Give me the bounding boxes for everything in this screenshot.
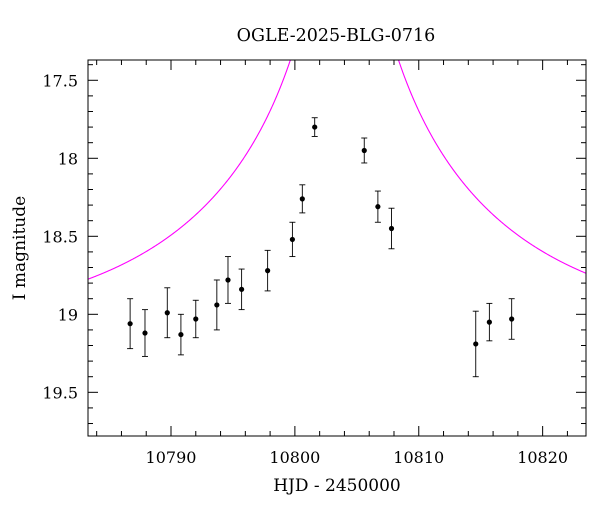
data-point	[299, 184, 306, 214]
data-point	[224, 256, 231, 304]
x-axis-label: HJD - 2450000	[273, 476, 401, 496]
point-marker	[375, 204, 381, 210]
point-marker	[265, 268, 271, 274]
x-tick-label: 10790	[146, 448, 197, 467]
point-marker	[142, 330, 148, 336]
model-curve-layer	[88, 60, 586, 280]
point-marker	[164, 310, 170, 316]
point-marker	[214, 302, 220, 308]
data-point	[289, 221, 296, 258]
data-point	[508, 298, 515, 340]
y-tick-label: 19	[58, 305, 78, 324]
data-point	[192, 299, 199, 339]
data-point	[213, 279, 220, 331]
data-point	[311, 117, 318, 137]
data-point	[486, 302, 493, 342]
y-tick-label: 19.5	[42, 383, 78, 402]
point-marker	[193, 316, 199, 322]
chart-title: OGLE-2025-BLG-0716	[237, 26, 436, 46]
point-marker	[225, 277, 231, 283]
x-tick-label: 10820	[517, 448, 568, 467]
point-marker	[127, 321, 133, 327]
point-marker	[486, 319, 492, 325]
y-tick-label: 18	[58, 149, 78, 168]
point-marker	[178, 331, 184, 338]
data-points-layer	[127, 117, 515, 378]
y-tick-label: 17.5	[42, 71, 78, 90]
data-point	[361, 137, 368, 164]
point-marker	[289, 236, 296, 243]
plot-frame	[87, 59, 587, 437]
point-marker	[388, 225, 395, 232]
data-point	[388, 207, 395, 250]
point-marker	[361, 147, 367, 154]
model-curve	[88, 60, 586, 280]
y-axis-label: I magnitude	[10, 196, 30, 300]
data-point	[472, 310, 479, 378]
point-marker	[509, 316, 515, 322]
data-point	[177, 313, 184, 356]
data-point	[264, 249, 271, 292]
data-point	[141, 309, 148, 357]
y-tick-label: 18.5	[42, 227, 78, 246]
x-tick-label: 10810	[393, 448, 444, 467]
point-marker	[473, 341, 479, 347]
point-marker	[239, 286, 245, 292]
point-marker	[312, 124, 318, 130]
axes-layer: 10790 10800 10810 10820 17.5 18 18.5 19 19.5	[42, 60, 586, 467]
x-tick-label: 10800	[269, 448, 320, 467]
data-point	[164, 287, 171, 339]
data-point	[374, 190, 381, 223]
point-marker	[299, 196, 305, 202]
data-point	[238, 268, 245, 311]
data-point	[127, 298, 134, 350]
